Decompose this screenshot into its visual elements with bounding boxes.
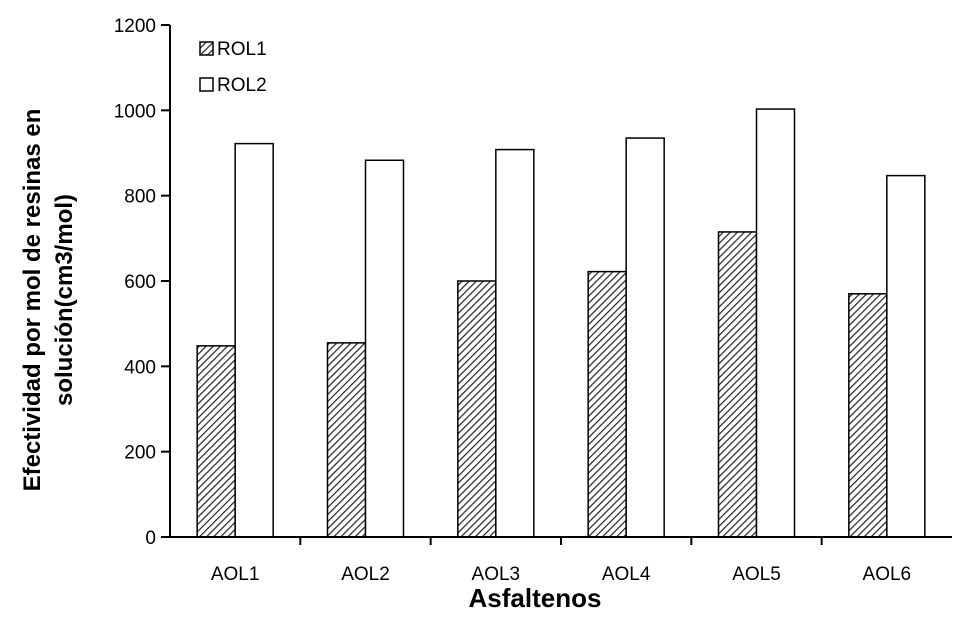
x-axis-ticks: AOL1 AOL2 AOL3 AOL4 AOL5 AOL6 — [211, 537, 911, 585]
y-tick-label: 200 — [124, 443, 156, 464]
bar-rol2-aol2 — [364, 159, 405, 538]
y-tick-label: 0 — [145, 528, 156, 549]
bar-rol1-aol2 — [326, 342, 367, 538]
y-tick-label: 600 — [124, 272, 156, 293]
x-tick-label: AOL2 — [341, 564, 390, 585]
bar-rol2-aol5 — [755, 108, 796, 538]
legend-swatch-rol2 — [199, 77, 214, 92]
legend-swatch-rol1 — [199, 41, 214, 56]
x-tick-label: AOL3 — [472, 564, 521, 585]
x-tick-label: AOL4 — [602, 564, 651, 585]
y-axis-title-line-1: Efectividad por mol de resinas en — [19, 109, 46, 492]
legend: ROL1 ROL2 — [199, 39, 267, 96]
bar-rol2-aol3 — [495, 148, 535, 538]
x-tick-label: AOL6 — [863, 564, 912, 585]
x-tick-label: AOL5 — [732, 564, 781, 585]
x-tick-label: AOL1 — [211, 564, 260, 585]
bar-rol2-aol4 — [625, 137, 665, 538]
legend-label-rol2: ROL2 — [217, 75, 267, 96]
x-axis-title: Asfaltenos — [469, 583, 602, 613]
y-tick-label: 1000 — [114, 101, 156, 122]
legend-label-rol1: ROL1 — [217, 39, 267, 60]
y-axis-title-line-2: solución(cm3/mol) — [51, 194, 78, 406]
bar-rol1-aol1 — [196, 345, 236, 538]
y-tick-label: 800 — [124, 187, 156, 208]
bar-rol1-aol3 — [457, 280, 497, 538]
y-tick-label: 400 — [124, 357, 156, 378]
y-axis-ticks: 0 200 400 600 800 1000 1200 — [114, 16, 170, 549]
y-tick-label: 1200 — [114, 16, 156, 37]
bar-rol1-aol4 — [587, 270, 627, 538]
bar-rol1-aol5 — [717, 231, 758, 538]
bar-rol2-aol1 — [234, 142, 274, 538]
bars — [196, 108, 926, 538]
bar-rol2-aol6 — [886, 174, 926, 538]
bar-rol1-aol6 — [848, 293, 888, 538]
